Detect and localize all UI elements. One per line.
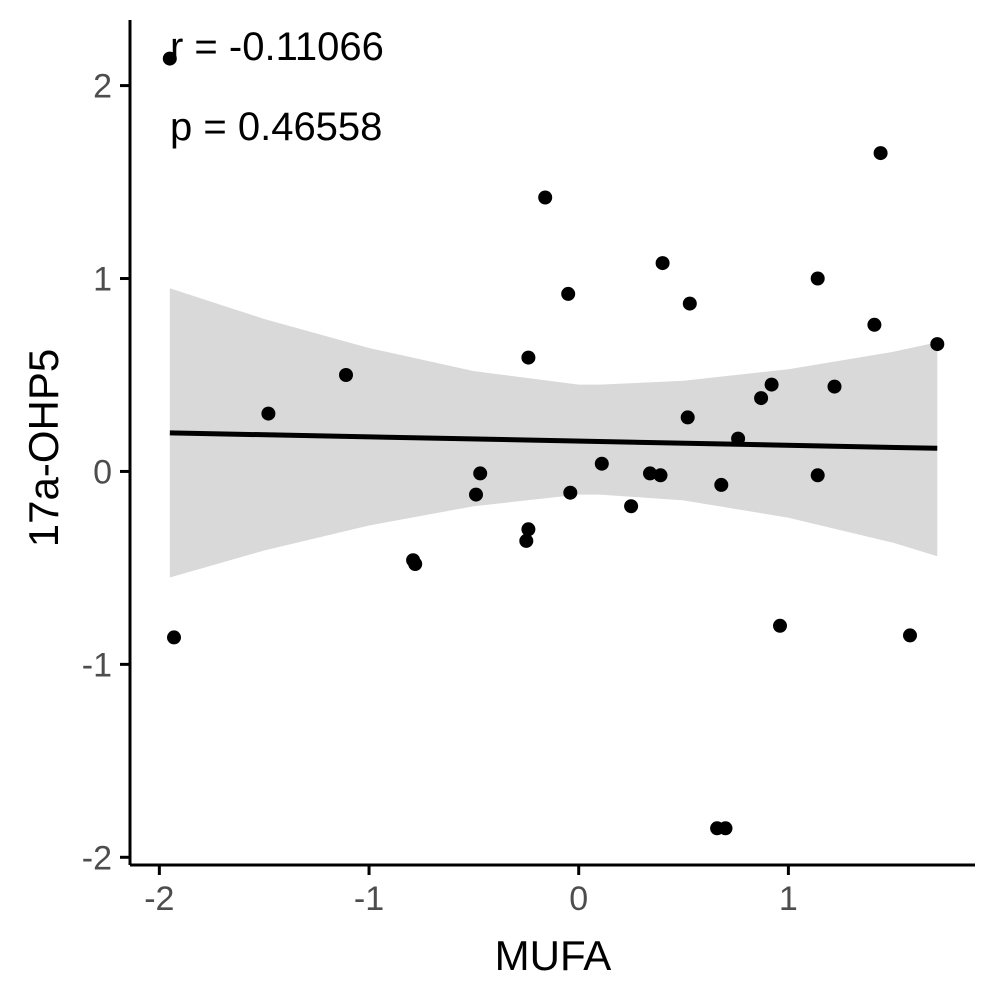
- x-tick-label: -1: [354, 880, 384, 918]
- y-tick-label: -2: [82, 839, 112, 877]
- data-point: [261, 406, 276, 421]
- data-point: [731, 431, 746, 446]
- data-point: [469, 487, 483, 502]
- data-point: [903, 628, 917, 643]
- data-point: [714, 477, 729, 492]
- data-point: [718, 821, 733, 836]
- data-point: [867, 317, 882, 332]
- correlation-annotation: r = -0.11066: [170, 25, 384, 69]
- data-point: [563, 485, 578, 500]
- x-tick-label: 1: [779, 880, 798, 918]
- x-tick-label: -2: [144, 880, 174, 918]
- p-value-annotation: p = 0.46558: [170, 105, 382, 149]
- y-tick-label: 1: [93, 261, 112, 299]
- confidence-band-layer: [169, 288, 938, 578]
- x-axis-title: MUFA: [495, 932, 612, 979]
- data-point: [810, 271, 825, 286]
- data-point: [773, 618, 787, 633]
- data-point: [561, 286, 576, 301]
- data-point: [339, 368, 353, 382]
- data-point: [538, 190, 553, 205]
- data-point: [682, 296, 697, 311]
- y-tick-label: 2: [93, 68, 112, 106]
- data-point: [594, 456, 609, 471]
- fit-line-layer: [169, 430, 938, 451]
- data-point: [473, 466, 488, 481]
- data-point: [754, 391, 769, 406]
- data-point: [408, 557, 423, 571]
- data-point: [162, 51, 177, 66]
- data-point: [764, 377, 779, 392]
- data-point: [624, 499, 639, 514]
- data-point: [930, 337, 945, 352]
- data-point: [827, 379, 842, 394]
- y-axis-title: 17a-OHP5: [20, 349, 67, 547]
- data-point: [653, 468, 668, 483]
- data-point: [655, 256, 670, 271]
- y-tick-label: 0: [93, 453, 112, 491]
- data-point: [810, 468, 825, 483]
- confidence-band: [169, 288, 938, 578]
- data-point: [519, 533, 534, 548]
- x-tick-label: 0: [569, 880, 588, 918]
- points-layer: [162, 51, 945, 836]
- regression-line: [169, 430, 938, 451]
- y-tick-label: -1: [82, 646, 112, 684]
- data-point: [521, 350, 536, 365]
- data-point: [167, 630, 181, 645]
- axes-layer: -2 -1 0 1 -2 -1 0 1 2: [82, 20, 975, 918]
- data-point: [643, 466, 657, 481]
- data-point: [521, 522, 536, 537]
- data-point: [873, 146, 888, 161]
- data-point: [680, 410, 695, 425]
